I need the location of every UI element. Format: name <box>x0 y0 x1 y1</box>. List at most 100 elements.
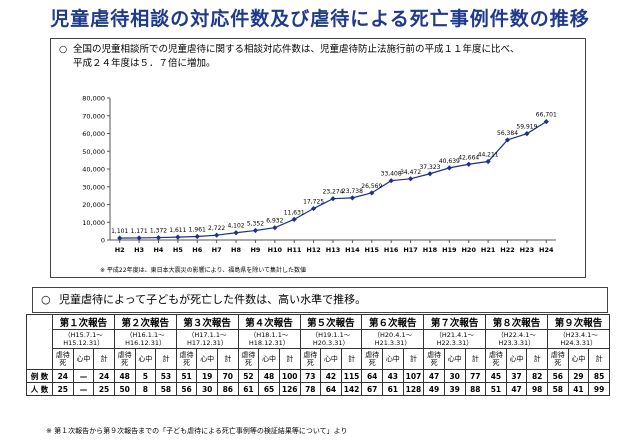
sub-header: 心中 <box>382 348 404 370</box>
table-cell: 85 <box>588 369 610 383</box>
data-point <box>330 196 336 202</box>
bullet-circle-icon-2: ○ <box>41 293 51 306</box>
table-cell: 50 <box>113 382 136 396</box>
data-point <box>117 235 123 241</box>
chart-note: ※ 平成22年度は、東日本大震災の影響により、福島県を除いて集計した数値 <box>100 267 307 274</box>
data-point <box>214 232 220 238</box>
sub-header: 虐待死 <box>485 348 507 370</box>
x-tick-label: H13 <box>326 246 341 254</box>
table-cell: 49 <box>423 382 445 396</box>
report-name: 第７次報告 <box>423 314 487 330</box>
data-label: 37,323 <box>419 164 440 171</box>
table-cell: 82 <box>526 369 548 383</box>
data-point <box>388 178 394 184</box>
sub-header: 虐待死 <box>547 348 569 370</box>
report-name: 第４次報告 <box>237 314 301 330</box>
sub-header: 心中 <box>567 348 590 370</box>
sub-header: 心中 <box>443 348 466 370</box>
data-label: 23,738 <box>342 188 363 195</box>
x-tick-label: H22 <box>500 246 515 254</box>
data-label: 42,664 <box>458 154 479 161</box>
table-cell: 19 <box>196 369 218 383</box>
data-label: 1,171 <box>130 228 147 235</box>
report-period: （H15.7.1～ H15.12.31） <box>52 329 115 349</box>
report-period: （H22.4.1～ H23.3.31） <box>485 329 548 349</box>
x-tick-label: H12 <box>306 246 321 254</box>
report-period: （H23.4.1～ H24.3.31） <box>547 329 610 349</box>
consultation-summary: ○ 全国の児童相談所での児童虐待に関する相談対応件数は、児童虐待防止法施行前の平成… <box>59 43 579 71</box>
table-cell: 67 <box>361 382 383 396</box>
sub-header: 虐待死 <box>237 348 260 370</box>
x-tick-label: H14 <box>345 246 360 254</box>
data-label: 40,639 <box>439 158 460 165</box>
table-cell: 126 <box>278 382 301 396</box>
table-cell: 51 <box>175 369 198 383</box>
table-cell: 8 <box>134 382 157 396</box>
table-cell: 25 <box>52 382 74 396</box>
table-cell: 52 <box>237 369 260 383</box>
summary-line-2: 平成２４年度は５．７倍に増加。 <box>73 58 216 69</box>
sub-header: 心中 <box>320 348 342 370</box>
table-cell: 115 <box>340 369 363 383</box>
data-label: 56,384 <box>497 130 518 137</box>
sub-header: 計 <box>217 348 239 370</box>
x-tick-label: H11 <box>287 246 302 254</box>
data-label: 1,101 <box>111 228 128 235</box>
table-footnote: ※ 第１次報告から第９次報告までの「子ども虐待による死亡事例等の検証結果等につい… <box>46 427 348 435</box>
data-label: 23,274 <box>323 189 344 196</box>
x-tick-label: H21 <box>481 246 496 254</box>
report-period: （H18.1.1～ H18.12.31） <box>237 329 301 349</box>
row-label: 例 数 <box>26 369 53 383</box>
data-label: 33,408 <box>381 171 402 178</box>
x-tick-label: H6 <box>192 246 202 254</box>
x-tick-label: H2 <box>115 246 125 254</box>
data-label: 4,102 <box>227 223 244 230</box>
table-cell: — <box>72 382 95 396</box>
data-label: 59,919 <box>516 124 537 131</box>
table-cell: 47 <box>423 369 445 383</box>
table-cell: 41 <box>567 382 590 396</box>
x-tick-label: H8 <box>231 246 241 254</box>
data-label: 1,372 <box>150 228 167 235</box>
report-period: （H16.1.1～ H16.12.31） <box>113 329 177 349</box>
x-tick-label: H15 <box>365 246 380 254</box>
data-point <box>349 195 355 201</box>
table-cell: 48 <box>113 369 136 383</box>
table-cell: 39 <box>443 382 466 396</box>
sub-header: 計 <box>93 348 115 370</box>
data-point <box>485 158 491 165</box>
sub-header: 虐待死 <box>423 348 445 370</box>
y-tick-label: 20,000 <box>82 201 105 209</box>
report-name: 第９次報告 <box>547 314 610 330</box>
table-cell: 64 <box>361 369 383 383</box>
report-period: （H19.1.1～ H20.3.31） <box>299 329 363 349</box>
data-point <box>252 227 259 234</box>
death-cases-table: 第１次報告 第２次報告 第３次報告 第４次報告 第５次報告 第６次報告 第７次報告 第８次報告… <box>26 314 610 396</box>
data-point <box>407 176 414 182</box>
table-row: 例 数 24—24 48 5 53 51 19 70 52 48 100 73 42 115 64 43 107… <box>26 369 610 383</box>
table-cell: 58 <box>155 382 177 396</box>
table-cell: 61 <box>237 382 260 396</box>
table-cell: 107 <box>402 369 425 383</box>
data-label: 1,961 <box>189 227 206 234</box>
data-point <box>136 235 142 241</box>
table-cell: 43 <box>382 369 404 383</box>
sub-header: 虐待死 <box>299 348 322 370</box>
table-cell: 61 <box>382 382 404 396</box>
y-tick-label: 70,000 <box>82 112 105 120</box>
x-tick-label: H16 <box>384 246 399 254</box>
data-point <box>543 119 549 125</box>
sub-header: 心中 <box>258 348 280 370</box>
y-tick-label: 60,000 <box>82 130 105 138</box>
table-cell: 56 <box>175 382 198 396</box>
data-point <box>466 161 472 167</box>
death-summary-text: 児童虐待によって子どもが死亡した件数は、高い水準で推移。 <box>59 293 367 306</box>
data-point <box>175 234 181 240</box>
table-cell: 24 <box>52 369 74 383</box>
table-cell: 42 <box>320 369 342 383</box>
table-cell: 5 <box>134 369 157 383</box>
table-cell: 99 <box>588 382 610 396</box>
table-corner <box>26 314 53 370</box>
data-point <box>427 171 433 177</box>
y-tick-label: 80,000 <box>82 95 105 103</box>
